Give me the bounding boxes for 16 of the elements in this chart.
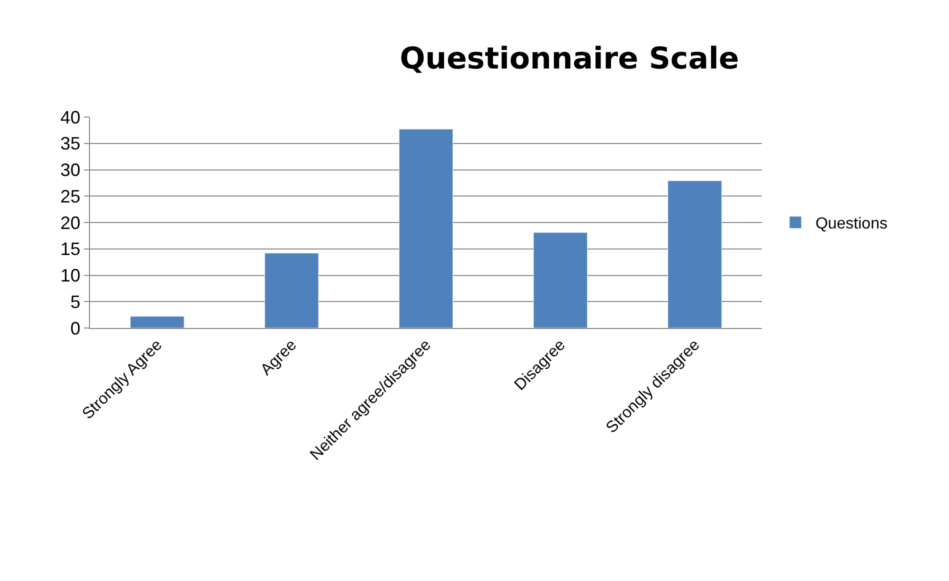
y-tick-label: 30 bbox=[60, 160, 80, 180]
y-tick-label: 40 bbox=[60, 107, 80, 128]
y-tick-label: 15 bbox=[60, 239, 80, 260]
bar bbox=[130, 316, 184, 328]
y-tick-label: 35 bbox=[60, 134, 80, 154]
bar bbox=[264, 252, 319, 328]
legend-label: Questions bbox=[815, 216, 888, 233]
y-tick-label: 25 bbox=[60, 186, 80, 206]
y-tick-label: 0 bbox=[70, 318, 80, 338]
y-tick-label: 20 bbox=[60, 212, 80, 233]
y-tick-label: 5 bbox=[70, 292, 80, 312]
y-tick-label: 10 bbox=[60, 266, 80, 286]
bar bbox=[533, 232, 588, 328]
bar bbox=[398, 128, 454, 328]
bar bbox=[668, 180, 722, 328]
chart-title: Questionnaire Scale bbox=[400, 42, 740, 77]
